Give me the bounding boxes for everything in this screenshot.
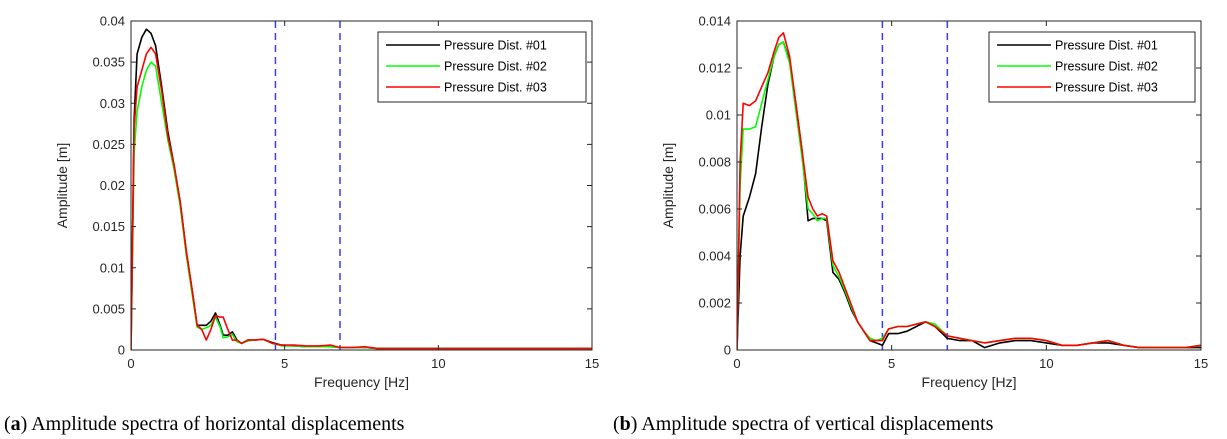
legend-entry-2: Pressure Dist. #02 (1055, 60, 1158, 74)
x-axis-label: Frequency [Hz] (314, 374, 409, 390)
x-tick-label: 15 (1194, 356, 1208, 371)
y-axis-label: Amplitude [m] (54, 143, 70, 229)
y-tick-label: 0.025 (92, 137, 125, 152)
x-tick-label: 5 (281, 356, 288, 371)
x-tick-label: 0 (733, 356, 740, 371)
y-tick-label: 0.01 (100, 260, 125, 275)
legend-entry-1: Pressure Dist. #01 (1055, 39, 1158, 53)
legend-box (377, 31, 587, 103)
series-line-3 (737, 31, 1201, 350)
x-tick-label: 10 (1039, 356, 1053, 371)
y-tick-label: 0.005 (92, 301, 125, 316)
legend-entry-2: Pressure Dist. #02 (444, 60, 547, 74)
x-axis-label: Frequency [Hz] (922, 374, 1017, 390)
x-tick-label: 10 (431, 356, 445, 371)
figure-caption: (b) Amplitude spectra of vertical displa… (613, 413, 994, 435)
y-tick-label: 0.035 (92, 55, 125, 70)
legend: Pressure Dist. #01 Pressure Dist. #02 Pres… (377, 31, 587, 103)
y-axis-label: Amplitude [m] (660, 143, 676, 229)
x-tick-label: 15 (585, 356, 599, 371)
y-tick-label: 0.004 (698, 249, 731, 264)
y-tick-label: 0 (724, 343, 731, 358)
legend: Pressure Dist. #01 Pressure Dist. #02 Pres… (988, 31, 1196, 103)
y-tick-label: 0.006 (698, 202, 731, 217)
figure-caption: (a) Amplitude spectra of horizontal disp… (4, 413, 405, 435)
y-tick-label: 0 (118, 343, 125, 358)
y-tick-label: 0.012 (698, 61, 731, 76)
legend-entry-1: Pressure Dist. #01 (444, 39, 547, 53)
chart-panel-a: 0 0.005 0.01 0.015 0.02 0.025 0.03 0.035 0.04 0 5 1… (4, 14, 599, 436)
x-tick-label: 5 (888, 356, 895, 371)
legend-box (988, 31, 1196, 103)
y-tick-label: 0.008 (698, 155, 731, 170)
series-line-3 (131, 46, 592, 350)
y-tick-label: 0.02 (100, 178, 125, 193)
y-tick-label: 0.015 (92, 219, 125, 234)
chart-panel-b: 0 0.002 0.004 0.006 0.008 0.01 0.012 0.014 0 5 10 1… (613, 14, 1208, 436)
legend-entry-3: Pressure Dist. #03 (1055, 81, 1158, 95)
y-tick-label: 0.01 (706, 108, 731, 123)
x-tick-label: 0 (127, 356, 134, 371)
y-tick-label: 0.04 (100, 14, 125, 29)
y-tick-label: 0.03 (100, 96, 125, 111)
legend-entry-3: Pressure Dist. #03 (444, 81, 547, 95)
y-tick-label: 0.014 (698, 14, 731, 29)
axes-box (736, 20, 1202, 351)
y-tick-label: 0.002 (698, 296, 731, 311)
